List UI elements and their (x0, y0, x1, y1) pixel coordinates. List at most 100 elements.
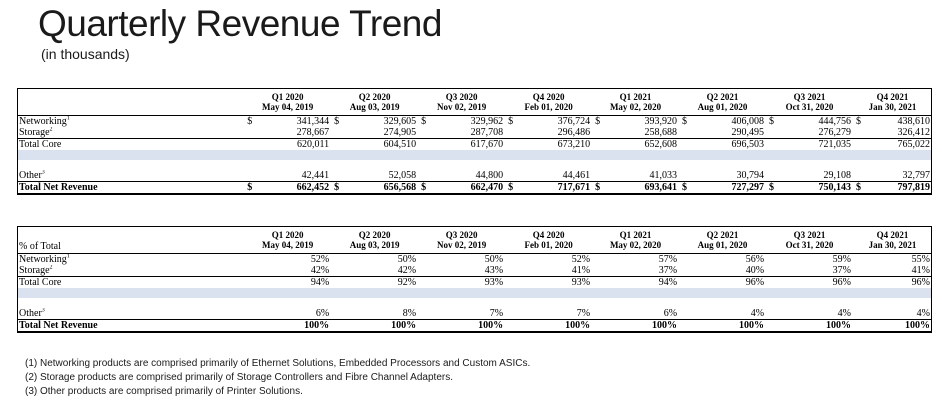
table-cell: 96% (745, 277, 765, 288)
row-label-text: Total Core (19, 139, 62, 150)
table-cell: 727,297 (693, 181, 767, 195)
spacer-cell (259, 298, 332, 308)
spacer-cell (519, 150, 593, 160)
currency-symbol (418, 308, 433, 320)
table-cell: 326,412 (867, 127, 932, 139)
row-label: Storage2 (17, 127, 245, 139)
table-row: Total Core 620,011 604,510 617,670 673,210 65… (17, 139, 932, 151)
quarter-label: Q4 2021 (876, 229, 909, 240)
spacer-cell (766, 150, 781, 160)
currency-symbol (244, 277, 258, 289)
currency-symbol: $ (247, 116, 253, 127)
currency-symbol (679, 319, 694, 333)
table-cell: 44,800 (432, 170, 506, 182)
table-cell: 94% (658, 277, 678, 288)
table-cell: 673,210 (557, 139, 591, 150)
currency-symbol: $ (331, 181, 346, 195)
table-cell: 52% (571, 254, 591, 265)
quarter-header: Q1 2021 May 02, 2020 (592, 226, 680, 254)
table-cell: 438,610 (897, 116, 931, 127)
table-cell: 43% (432, 265, 506, 277)
spacer-cell (867, 160, 932, 170)
currency-symbol (418, 265, 433, 277)
currency-symbol (331, 139, 345, 151)
footnotes: (1) Networking products are comprised pr… (25, 357, 530, 399)
quarter-label: Q3 2020 (445, 229, 478, 240)
table-cell: 329,605 (383, 116, 417, 127)
currency-symbol (505, 308, 520, 320)
table-cell: 341,344 (296, 116, 330, 127)
table-cell: 4% (693, 308, 767, 320)
row-label-text: Other (19, 170, 42, 181)
table-cell: 296,486 (519, 127, 593, 139)
spacer-row (17, 160, 932, 170)
table-cell: 40% (693, 265, 767, 277)
quarter-date: Oct 31, 2020 (785, 239, 834, 250)
spacer-cell (418, 298, 432, 308)
spacer-cell (258, 288, 332, 298)
table-cell: 92% (397, 277, 417, 288)
table-row: Total Core 94% 92% 93% 93% 94% 96% 96% 96% (17, 277, 932, 289)
spacer-cell (780, 288, 853, 298)
table-row: Networking1 $341,344 $329,605 $329,962 $376,… (17, 116, 932, 127)
row-label: Total Core (17, 277, 244, 288)
table-cell: 393,920 (644, 116, 678, 127)
currency-symbol (418, 254, 432, 266)
spacer-cell (592, 288, 607, 298)
currency-symbol (853, 254, 867, 266)
spacer-row (17, 150, 932, 160)
table-cell: 652,608 (644, 139, 678, 150)
revenue-table: Q1 2020 May 04, 2019 Q2 2020 Aug 03, 2019 Q3… (17, 88, 932, 195)
quarter-label: Q2 2020 (358, 229, 391, 240)
table-cell: 42% (345, 265, 419, 277)
spacer-cell (679, 150, 694, 160)
currency-symbol: $ (769, 116, 775, 127)
quarter-date: Aug 03, 2019 (349, 101, 400, 112)
quarter-date: Oct 31, 2020 (785, 101, 834, 112)
spacer-cell (867, 298, 932, 308)
quarter-date: Aug 01, 2020 (697, 239, 748, 250)
quarter-date: Feb 01, 2020 (524, 239, 573, 250)
table-cell: 6% (606, 308, 680, 320)
spacer-cell (345, 150, 419, 160)
spacer-cell (592, 298, 606, 308)
spacer-cell (853, 160, 867, 170)
table-cell: 100% (345, 319, 419, 333)
table-cell: 7% (519, 308, 593, 320)
spacer-cell (418, 150, 433, 160)
quarter-label: Q2 2021 (706, 229, 739, 240)
spacer-cell (853, 288, 868, 298)
table-cell: 278,667 (258, 127, 332, 139)
footnote-marker: 3 (41, 170, 45, 176)
table-cell: 406,008 (731, 116, 765, 127)
table-cell: 52% (310, 254, 330, 265)
currency-symbol (679, 308, 694, 320)
quarter-label: Q2 2020 (358, 91, 391, 102)
currency-symbol (244, 127, 259, 139)
quarter-header: Q1 2020 May 04, 2019 (244, 88, 332, 116)
spacer-cell (519, 288, 593, 298)
table-row: Total Net Revenue $662,452 $656,568 $662,47… (17, 181, 932, 195)
spacer-cell (606, 160, 679, 170)
spacer-cell (693, 150, 767, 160)
table-cell: 6% (258, 308, 332, 320)
footnote-2: (2) Storage products are comprised prima… (25, 372, 453, 383)
currency-symbol (418, 277, 432, 289)
table-cell: 96% (832, 277, 851, 288)
quarter-header: Q4 2021 Jan 30, 2021 (853, 88, 932, 116)
currency-symbol (592, 139, 606, 151)
currency-symbol (244, 139, 258, 151)
currency-symbol (418, 139, 432, 151)
table-cell: 7% (432, 308, 506, 320)
table-cell: 696,503 (731, 139, 765, 150)
currency-symbol (853, 265, 868, 277)
table-row: Storage2 278,667 274,905 287,708 296,486 258,… (17, 127, 932, 139)
currency-symbol (766, 319, 781, 333)
currency-symbol (853, 319, 868, 333)
currency-symbol (766, 127, 781, 139)
table-cell: 93% (571, 277, 591, 288)
spacer-cell (331, 298, 345, 308)
table-cell: 4% (780, 308, 853, 320)
quarter-label: Q3 2021 (793, 229, 826, 240)
currency-symbol: $ (244, 181, 259, 195)
